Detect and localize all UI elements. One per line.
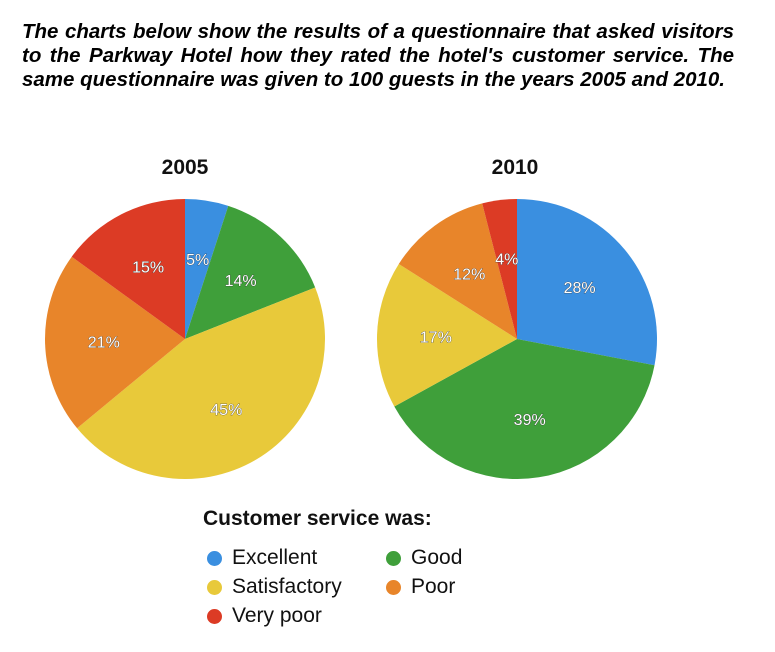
legend-item-poor: Poor — [386, 575, 455, 599]
slice-label-poor: 21% — [88, 335, 120, 352]
legend-item-good: Good — [386, 546, 462, 570]
chart-title-2005: 2005 — [161, 156, 209, 179]
slice-label-poor: 12% — [453, 266, 485, 283]
pie-slice-excellent — [185, 199, 229, 339]
legend-swatch-excellent — [207, 550, 222, 566]
slice-label-satisfactory: 17% — [420, 329, 452, 346]
legend-label-very-poor: Very poor — [232, 604, 322, 627]
slice-label-very-poor: 4% — [495, 251, 518, 268]
legend-title: Customer service was: — [203, 507, 432, 530]
legend-label-satisfactory: Satisfactory — [232, 575, 342, 598]
legend-item-satisfactory: Satisfactory — [207, 575, 342, 599]
pie-chart-2010: 28% 39% 17% 12% 4% — [376, 199, 657, 479]
legend-label-poor: Poor — [411, 575, 456, 598]
legend-label-good: Good — [411, 546, 463, 569]
legend-swatch-satisfactory — [207, 579, 222, 595]
slice-label-excellent: 5% — [186, 252, 209, 269]
legend-swatch-very-poor — [207, 608, 222, 624]
slice-label-very-poor: 15% — [132, 260, 164, 277]
slice-label-good: 39% — [514, 412, 546, 429]
intro-text: The charts below show the results of a q… — [22, 20, 734, 91]
pie-slice-poor — [398, 203, 517, 339]
slice-label-excellent: 28% — [564, 280, 596, 297]
legend-item-excellent: Excellent — [207, 546, 317, 570]
legend-item-very-poor: Very poor — [207, 604, 322, 628]
legend-swatch-poor — [386, 579, 401, 595]
pie-slice-good — [185, 205, 316, 339]
pie-slice-very-poor — [71, 199, 185, 339]
slice-label-satisfactory: 45% — [210, 402, 242, 419]
pie-slice-poor — [45, 256, 185, 429]
pie-slice-satisfactory — [77, 287, 326, 480]
pie-slice-good — [394, 339, 655, 479]
pie-slice-excellent — [517, 199, 657, 366]
pie-chart-2005: 5% 14% 45% 21% 15% — [45, 199, 326, 480]
chart-title-2010: 2010 — [491, 156, 539, 179]
pie-slice-satisfactory — [376, 263, 517, 407]
legend-swatch-good — [386, 550, 401, 566]
pie-slice-very-poor — [482, 199, 517, 339]
slice-label-good: 14% — [225, 273, 257, 290]
legend-label-excellent: Excellent — [232, 546, 318, 569]
